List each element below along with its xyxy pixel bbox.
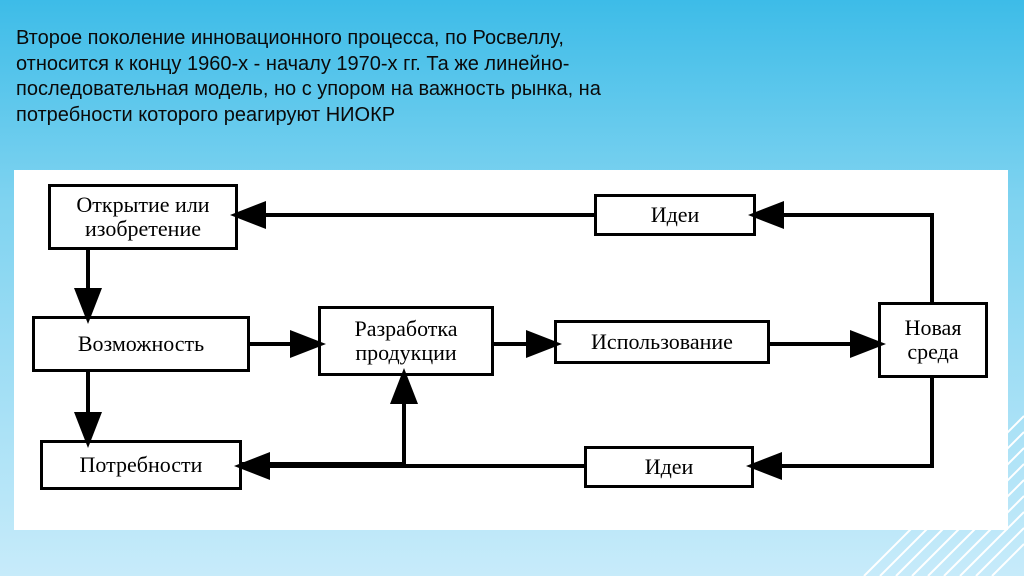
edge-new_env-to-ideas_bottom [754, 378, 932, 466]
node-label: Идеи [645, 455, 694, 479]
node-label: Идеи [651, 203, 700, 227]
edge-new_env-to-ideas_top [756, 215, 932, 302]
node-discovery: Открытие или изобретение [48, 184, 238, 250]
slide: Второе поколение инновационного процесса… [0, 0, 1024, 576]
edge-needs-to-development [242, 376, 404, 464]
node-label: Открытие или изобретение [57, 193, 229, 241]
node-development: Разработка продукции [318, 306, 494, 376]
flowchart-diagram: Открытие или изобретение Идеи Возможност… [14, 170, 1008, 530]
node-ideas-top: Идеи [594, 194, 756, 236]
node-usage: Использование [554, 320, 770, 364]
node-label: Разработка продукции [327, 317, 485, 365]
slide-title-text: Второе поколение инновационного процесса… [16, 26, 656, 128]
node-ideas-bottom: Идеи [584, 446, 754, 488]
node-new-env: Новая среда [878, 302, 988, 378]
node-needs: Потребности [40, 440, 242, 490]
node-label: Использование [591, 330, 733, 354]
node-label: Возможность [78, 332, 204, 356]
node-label: Новая среда [887, 316, 979, 364]
node-label: Потребности [80, 453, 203, 477]
node-capability: Возможность [32, 316, 250, 372]
